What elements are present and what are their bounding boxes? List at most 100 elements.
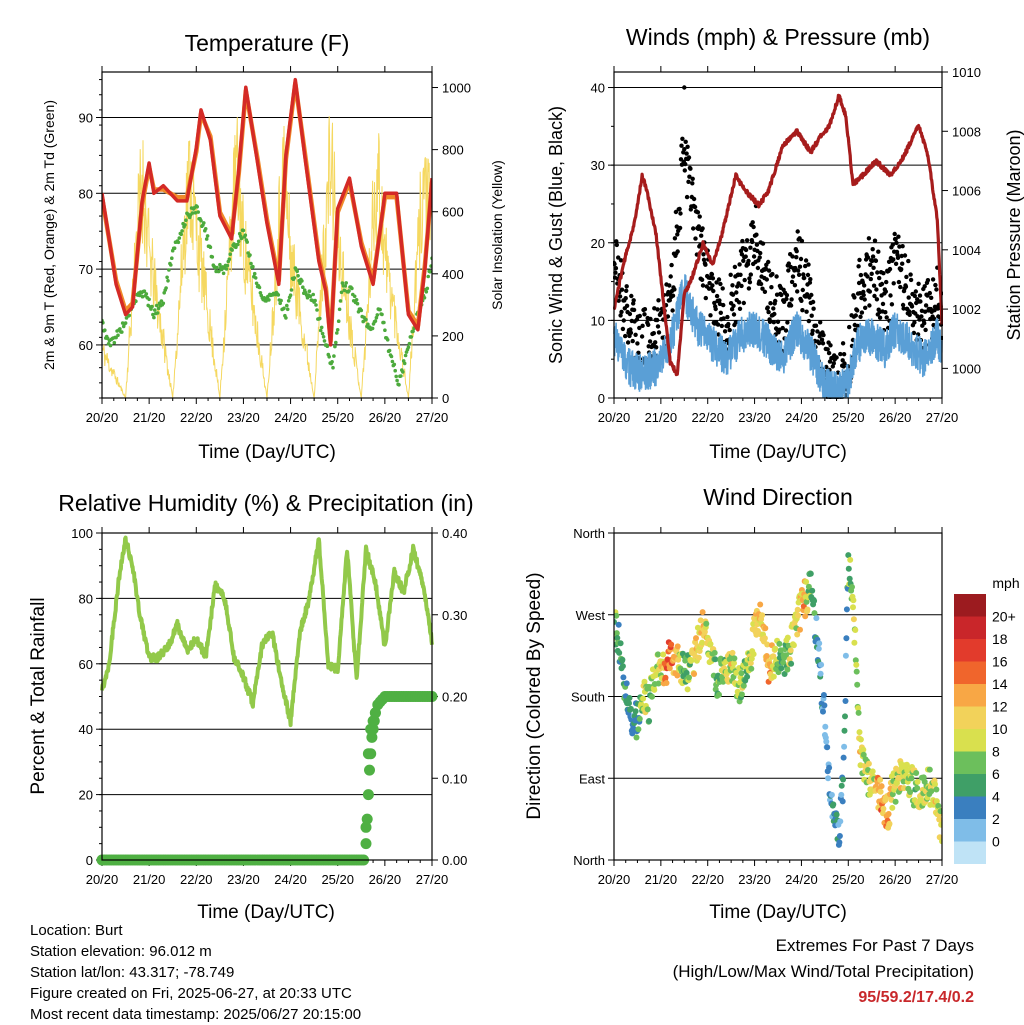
direction-point bbox=[626, 700, 632, 707]
gust-point bbox=[669, 262, 674, 268]
colorbar-label: 16 bbox=[992, 654, 1008, 670]
dewpoint-point bbox=[152, 315, 156, 320]
gust-point bbox=[747, 280, 753, 285]
dewpoint-point bbox=[395, 378, 399, 383]
direction-point bbox=[842, 698, 849, 704]
gust-point bbox=[784, 293, 790, 298]
direction-point bbox=[823, 738, 830, 745]
dewpoint-point bbox=[204, 237, 209, 241]
dewpoint-point bbox=[112, 340, 117, 345]
gust-point bbox=[647, 339, 653, 344]
gust-point bbox=[700, 226, 705, 231]
dewpoint-point bbox=[195, 205, 199, 209]
direction-point bbox=[841, 727, 848, 734]
gust-point bbox=[675, 232, 680, 237]
direction-point bbox=[623, 680, 630, 687]
winds-xlabel: Time (Day/UTC) bbox=[709, 442, 847, 463]
direction-point bbox=[933, 798, 940, 805]
direction-point bbox=[691, 671, 698, 677]
direction-point bbox=[842, 713, 848, 720]
dewpoint-point bbox=[183, 223, 187, 227]
gust-point bbox=[654, 345, 659, 350]
insolation-axis-tick-label: 1000 bbox=[442, 81, 471, 96]
gust-point bbox=[668, 274, 673, 279]
gust-point bbox=[743, 254, 748, 259]
dewpoint-point bbox=[161, 301, 166, 306]
dewpoint-point bbox=[180, 229, 184, 233]
insolation-axis-tick-label: 600 bbox=[442, 205, 464, 220]
gust-point bbox=[653, 340, 658, 345]
y-tick-label: West bbox=[576, 608, 606, 623]
direction-point bbox=[809, 587, 816, 594]
direction-point bbox=[770, 673, 777, 680]
gust-point bbox=[862, 283, 867, 288]
extremes-box: Extremes For Past 7 Days (High/Low/Max W… bbox=[673, 933, 974, 1011]
gust-point bbox=[875, 270, 880, 275]
gust-point bbox=[907, 309, 912, 314]
gust-point bbox=[633, 332, 638, 337]
gust-point bbox=[751, 224, 756, 230]
dewpoint-point bbox=[332, 354, 336, 358]
gust-point bbox=[771, 320, 776, 325]
gust-point bbox=[915, 314, 920, 319]
direction-point bbox=[772, 645, 779, 652]
y-tick-label: 20 bbox=[79, 788, 93, 803]
humidity-xlabel: Time (Day/UTC) bbox=[197, 902, 335, 923]
direction-point bbox=[747, 660, 754, 667]
gust-point bbox=[691, 226, 696, 231]
gust-point bbox=[721, 316, 726, 321]
gust-point bbox=[712, 300, 717, 306]
temperature-series bbox=[102, 77, 432, 398]
x-tick-label: 23/20 bbox=[227, 410, 260, 425]
y-tick-label: 90 bbox=[79, 110, 93, 125]
gust-point bbox=[692, 204, 698, 210]
dewpoint-point bbox=[292, 276, 297, 280]
direction-point bbox=[803, 578, 810, 585]
gust-point bbox=[800, 287, 805, 293]
gust-point bbox=[922, 321, 927, 326]
dewpoint-point bbox=[123, 321, 128, 325]
dewpoint-point bbox=[155, 311, 160, 315]
direction-point bbox=[817, 670, 824, 677]
gust-point bbox=[908, 277, 914, 283]
direction-point bbox=[842, 652, 849, 659]
gust-point bbox=[874, 287, 879, 292]
colorbar-swatch bbox=[954, 796, 986, 819]
gust-point bbox=[741, 300, 746, 306]
direction-point bbox=[850, 597, 857, 604]
x-tick-label: 20/20 bbox=[598, 410, 631, 425]
gust-point bbox=[786, 268, 791, 273]
direction-point bbox=[703, 620, 710, 627]
temperature-panel: Temperature (F) 60 70 80 90 20/20 21/20 22/20 2… bbox=[41, 30, 505, 463]
gust-point bbox=[852, 295, 857, 300]
dewpoint-point bbox=[382, 320, 386, 325]
dewpoint-point bbox=[228, 252, 232, 256]
gust-point bbox=[881, 271, 886, 276]
insolation-axis-tick-label: 400 bbox=[442, 267, 464, 282]
x-tick-label: 20/20 bbox=[86, 410, 119, 425]
y-tick-label: 60 bbox=[79, 338, 93, 353]
direction-point bbox=[877, 788, 884, 795]
x-tick-label: 23/20 bbox=[738, 410, 771, 425]
direction-point bbox=[778, 665, 785, 672]
dewpoint-point bbox=[295, 269, 300, 274]
dewpoint-point bbox=[336, 319, 341, 324]
direction-point bbox=[684, 686, 691, 693]
gust-point bbox=[714, 293, 720, 299]
gust-point bbox=[751, 254, 757, 259]
gust-point bbox=[859, 310, 865, 315]
gust-point bbox=[797, 264, 803, 269]
gust-point bbox=[865, 255, 871, 260]
dewpoint-point bbox=[166, 279, 170, 283]
gust-point bbox=[614, 242, 619, 248]
dewpoint-point bbox=[254, 281, 259, 286]
dewpoint-point bbox=[389, 354, 394, 359]
gust-point bbox=[750, 220, 755, 225]
gust-point bbox=[876, 249, 881, 254]
direction-point bbox=[674, 643, 681, 650]
direction-point bbox=[748, 665, 755, 672]
direction-point bbox=[816, 640, 823, 647]
x-tick-label: 27/20 bbox=[926, 410, 959, 425]
gust-point bbox=[737, 306, 743, 311]
dewpoint-point bbox=[327, 355, 332, 359]
